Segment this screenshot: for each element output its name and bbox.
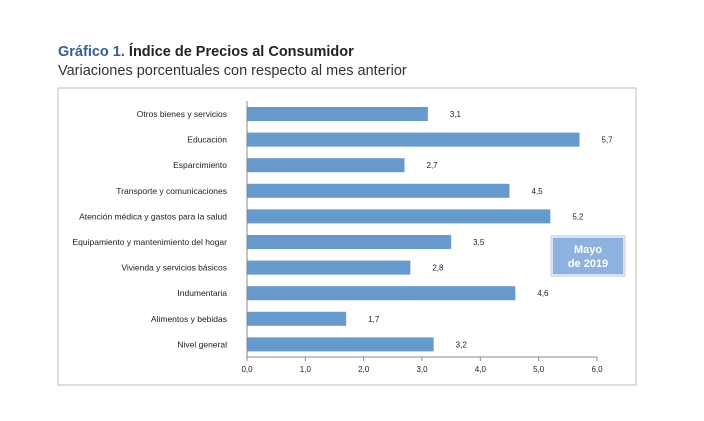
annotation-line-1: Mayo	[574, 244, 602, 256]
annotation-box	[553, 238, 623, 274]
annotation-line-2: de 2019	[568, 258, 608, 270]
x-tick-label: 5,0	[533, 365, 545, 374]
x-tick-label: 3,0	[416, 365, 428, 374]
value-label: 2,8	[432, 264, 444, 273]
category-label: Vivienda y servicios básicos	[121, 263, 227, 273]
x-tick-label: 1,0	[300, 365, 312, 374]
chart-frame	[57, 87, 637, 386]
x-tick-label: 0,0	[241, 365, 253, 374]
bar	[247, 132, 580, 147]
category-label: Alimentos y bebidas	[151, 314, 227, 324]
category-label: Equipamiento y mantenimiento del hogar	[72, 237, 227, 247]
category-label: Otros bienes y servicios	[137, 109, 227, 119]
value-label: 3,5	[473, 238, 485, 247]
category-label: Transporte y comunicaciones	[116, 186, 227, 196]
bar	[247, 107, 428, 121]
x-tick-label: 6,0	[591, 365, 603, 374]
category-label: Educación	[187, 135, 227, 145]
bar	[247, 235, 452, 249]
category-label: Atención médica y gastos para la salud	[79, 211, 227, 221]
category-label: Esparcimiento	[173, 160, 227, 170]
x-tick-label: 4,0	[475, 365, 487, 374]
value-label: 5,2	[572, 212, 584, 221]
value-label: 2,7	[427, 161, 439, 170]
value-label: 4,5	[532, 187, 544, 196]
bar	[247, 183, 510, 198]
chart-subtitle: Variaciones porcentuales con respecto al…	[58, 63, 407, 79]
bar	[247, 260, 411, 275]
bar	[247, 209, 551, 224]
category-label: Nivel general	[177, 339, 227, 349]
chart-title: Gráfico 1. Índice de Precios al Consumid…	[58, 44, 354, 60]
bar	[247, 311, 347, 326]
value-label: 3,2	[456, 340, 468, 349]
category-label: Indumentaria	[177, 288, 227, 298]
bar	[247, 337, 434, 352]
bar	[247, 286, 516, 301]
value-label: 1,7	[368, 315, 380, 324]
value-label: 4,6	[537, 289, 549, 298]
bar	[247, 158, 405, 173]
chart-number: Gráfico 1.	[58, 44, 125, 60]
value-label: 5,7	[602, 136, 614, 145]
value-label: 3,1	[450, 110, 462, 119]
x-tick-label: 2,0	[358, 365, 370, 374]
chart-title-text: Índice de Precios al Consumidor	[128, 44, 354, 60]
